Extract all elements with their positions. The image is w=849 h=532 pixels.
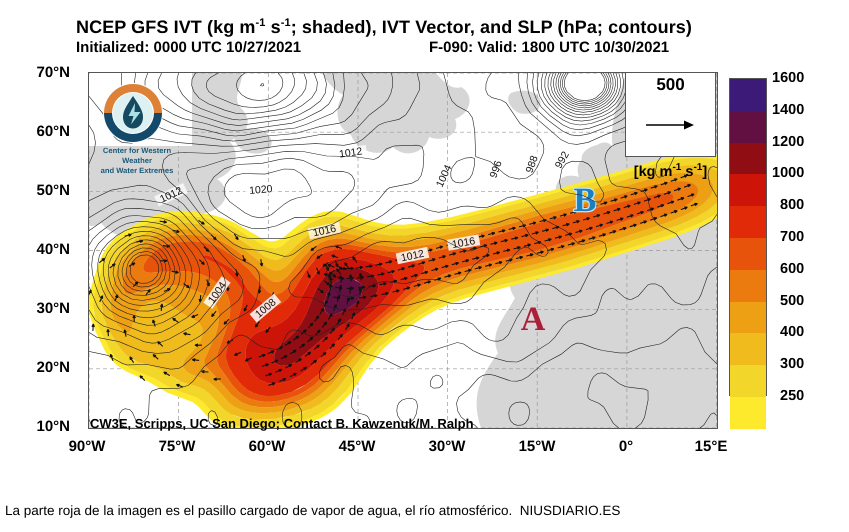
svg-text:A: A bbox=[521, 301, 546, 338]
svg-text:1004: 1004 bbox=[434, 163, 455, 189]
svg-text:1020: 1020 bbox=[249, 183, 273, 197]
svg-text:1012: 1012 bbox=[338, 145, 363, 160]
